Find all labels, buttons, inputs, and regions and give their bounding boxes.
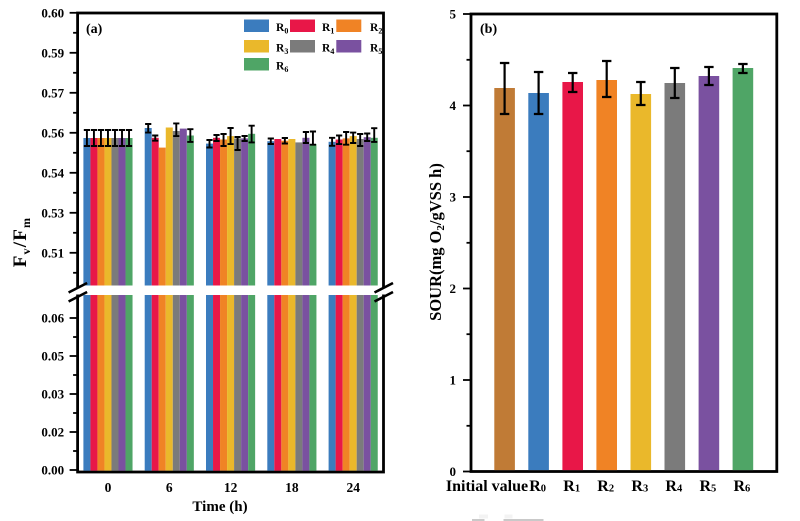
svg-text:5: 5 <box>450 7 457 22</box>
svg-text:6: 6 <box>166 480 173 495</box>
svg-text:Initial value: Initial value <box>446 478 528 495</box>
svg-text:0.53: 0.53 <box>41 205 64 220</box>
svg-text:3: 3 <box>450 190 457 205</box>
svg-text:(b): (b) <box>480 22 497 37</box>
svg-text:0.06: 0.06 <box>41 311 64 326</box>
svg-text:0.02: 0.02 <box>41 425 64 440</box>
svg-text:0.60: 0.60 <box>41 5 64 20</box>
svg-text:(a): (a) <box>86 22 103 37</box>
svg-text:0: 0 <box>450 464 457 479</box>
svg-text:0.54: 0.54 <box>41 165 64 180</box>
svg-text:0.51: 0.51 <box>41 245 64 260</box>
svg-text:Fv/Fm: Fv/Fm <box>10 217 33 268</box>
svg-text:0: 0 <box>105 480 112 495</box>
svg-text:0.05: 0.05 <box>41 349 64 364</box>
svg-text:18: 18 <box>285 480 299 495</box>
svg-text:SOUR(mg O2/gVSS h): SOUR(mg O2/gVSS h) <box>426 163 447 321</box>
svg-text:0.00: 0.00 <box>41 463 64 478</box>
svg-text:0.56: 0.56 <box>41 125 64 140</box>
svg-text:1: 1 <box>450 373 457 388</box>
svg-text:0.57: 0.57 <box>41 85 64 100</box>
svg-text:Time (h): Time (h) <box>192 499 247 515</box>
svg-text:12: 12 <box>224 480 238 495</box>
svg-text:4: 4 <box>450 98 457 113</box>
svg-text:24: 24 <box>346 480 360 495</box>
svg-text:2: 2 <box>450 281 457 296</box>
svg-text:0.03: 0.03 <box>41 387 64 402</box>
svg-text:0.59: 0.59 <box>41 45 64 60</box>
